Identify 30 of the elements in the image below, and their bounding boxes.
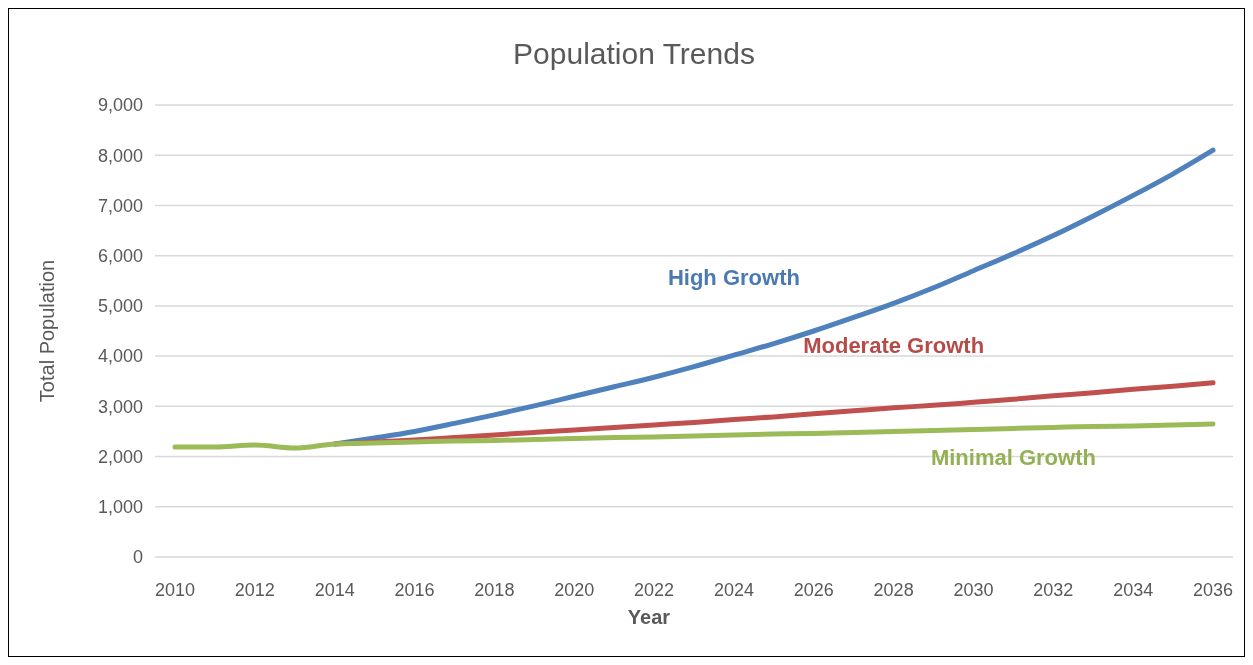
y-tick-label: 8,000 (97, 145, 143, 166)
y-tick-label: 2,000 (97, 446, 143, 467)
chart-title: Population Trends (513, 37, 755, 70)
y-tick-label: 9,000 (97, 95, 143, 116)
x-tick-label: 2030 (953, 580, 994, 600)
x-tick-label: 2032 (1033, 580, 1074, 600)
series-label: Moderate Growth (803, 332, 985, 358)
y-tick-label: 1,000 (97, 497, 143, 518)
x-axis-title: Year (627, 606, 671, 628)
y-tick-label: 6,000 (97, 245, 143, 266)
x-tick-label: 2020 (554, 580, 595, 600)
x-tick-label: 2022 (634, 580, 675, 600)
x-tick-label: 2018 (474, 580, 515, 600)
x-tick-label: 2024 (713, 580, 754, 600)
y-tick-label: 0 (132, 547, 143, 568)
x-tick-label: 2036 (1193, 580, 1234, 600)
x-tick-label: 2034 (1113, 580, 1154, 600)
series-label: Minimal Growth (930, 445, 1096, 471)
y-tick-label: 5,000 (97, 296, 143, 317)
x-tick-label: 2016 (394, 580, 435, 600)
x-tick-label: 2028 (873, 580, 914, 600)
y-tick-label: 3,000 (97, 396, 143, 417)
y-axis-title: Total Population (36, 259, 58, 403)
y-tick-label: 7,000 (97, 195, 143, 216)
y-tick-label: 4,000 (97, 346, 143, 367)
x-tick-label: 2012 (234, 580, 275, 600)
x-tick-label: 2010 (154, 580, 195, 600)
series-label: High Growth (667, 265, 800, 291)
x-tick-label: 2026 (793, 580, 834, 600)
x-tick-label: 2014 (314, 580, 355, 600)
